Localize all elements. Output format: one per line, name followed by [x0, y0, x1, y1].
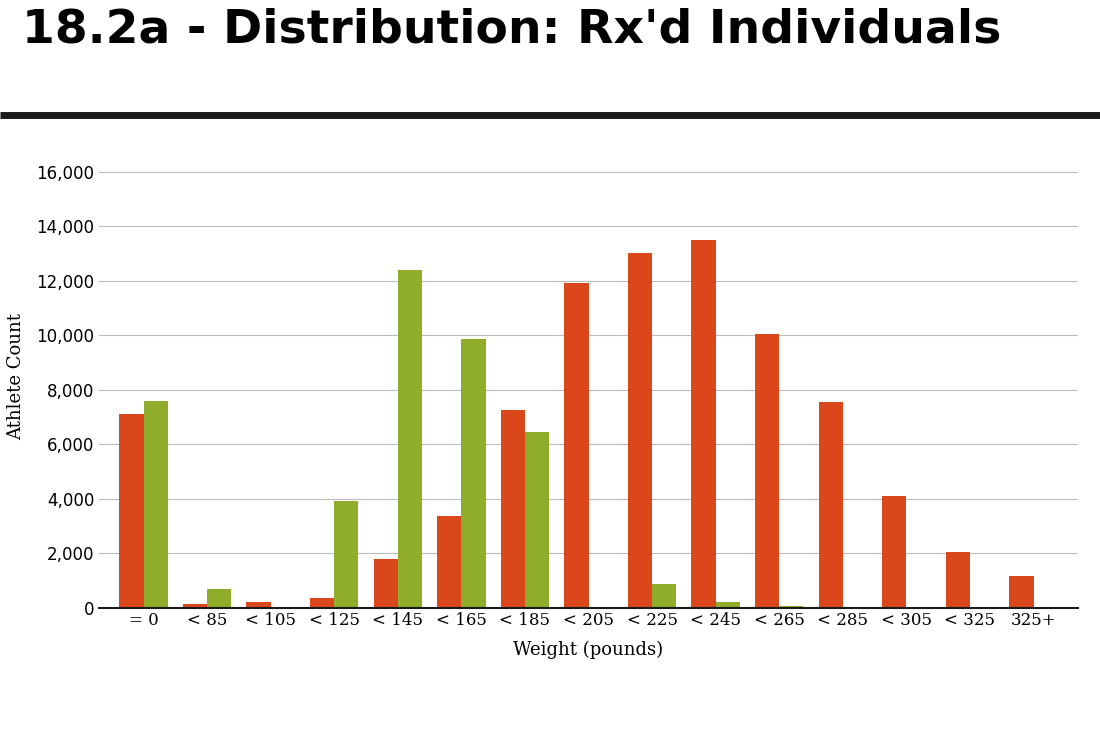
- Bar: [143, 401, 167, 608]
- Bar: [818, 402, 843, 608]
- Bar: [398, 270, 422, 608]
- Bar: [525, 432, 549, 608]
- Bar: [882, 496, 906, 608]
- Bar: [779, 606, 803, 608]
- Legend: Men, Women: Men, Women: [453, 740, 724, 741]
- Bar: [207, 588, 231, 608]
- Bar: [1010, 576, 1034, 608]
- Bar: [246, 602, 271, 608]
- Bar: [564, 284, 589, 608]
- Bar: [652, 585, 676, 608]
- Bar: [334, 502, 359, 608]
- Y-axis label: Athlete Count: Athlete Count: [7, 313, 25, 439]
- Bar: [437, 516, 461, 608]
- Bar: [500, 410, 525, 608]
- Bar: [461, 339, 485, 608]
- Bar: [716, 602, 740, 608]
- X-axis label: Weight (pounds): Weight (pounds): [514, 640, 663, 659]
- Bar: [946, 552, 970, 608]
- Bar: [310, 598, 334, 608]
- Bar: [692, 240, 716, 608]
- Text: 18.2a - Distribution: Rx'd Individuals: 18.2a - Distribution: Rx'd Individuals: [22, 7, 1001, 53]
- Bar: [119, 414, 143, 608]
- Bar: [755, 334, 779, 608]
- Bar: [628, 253, 652, 608]
- Bar: [183, 603, 207, 608]
- Bar: [374, 559, 398, 608]
